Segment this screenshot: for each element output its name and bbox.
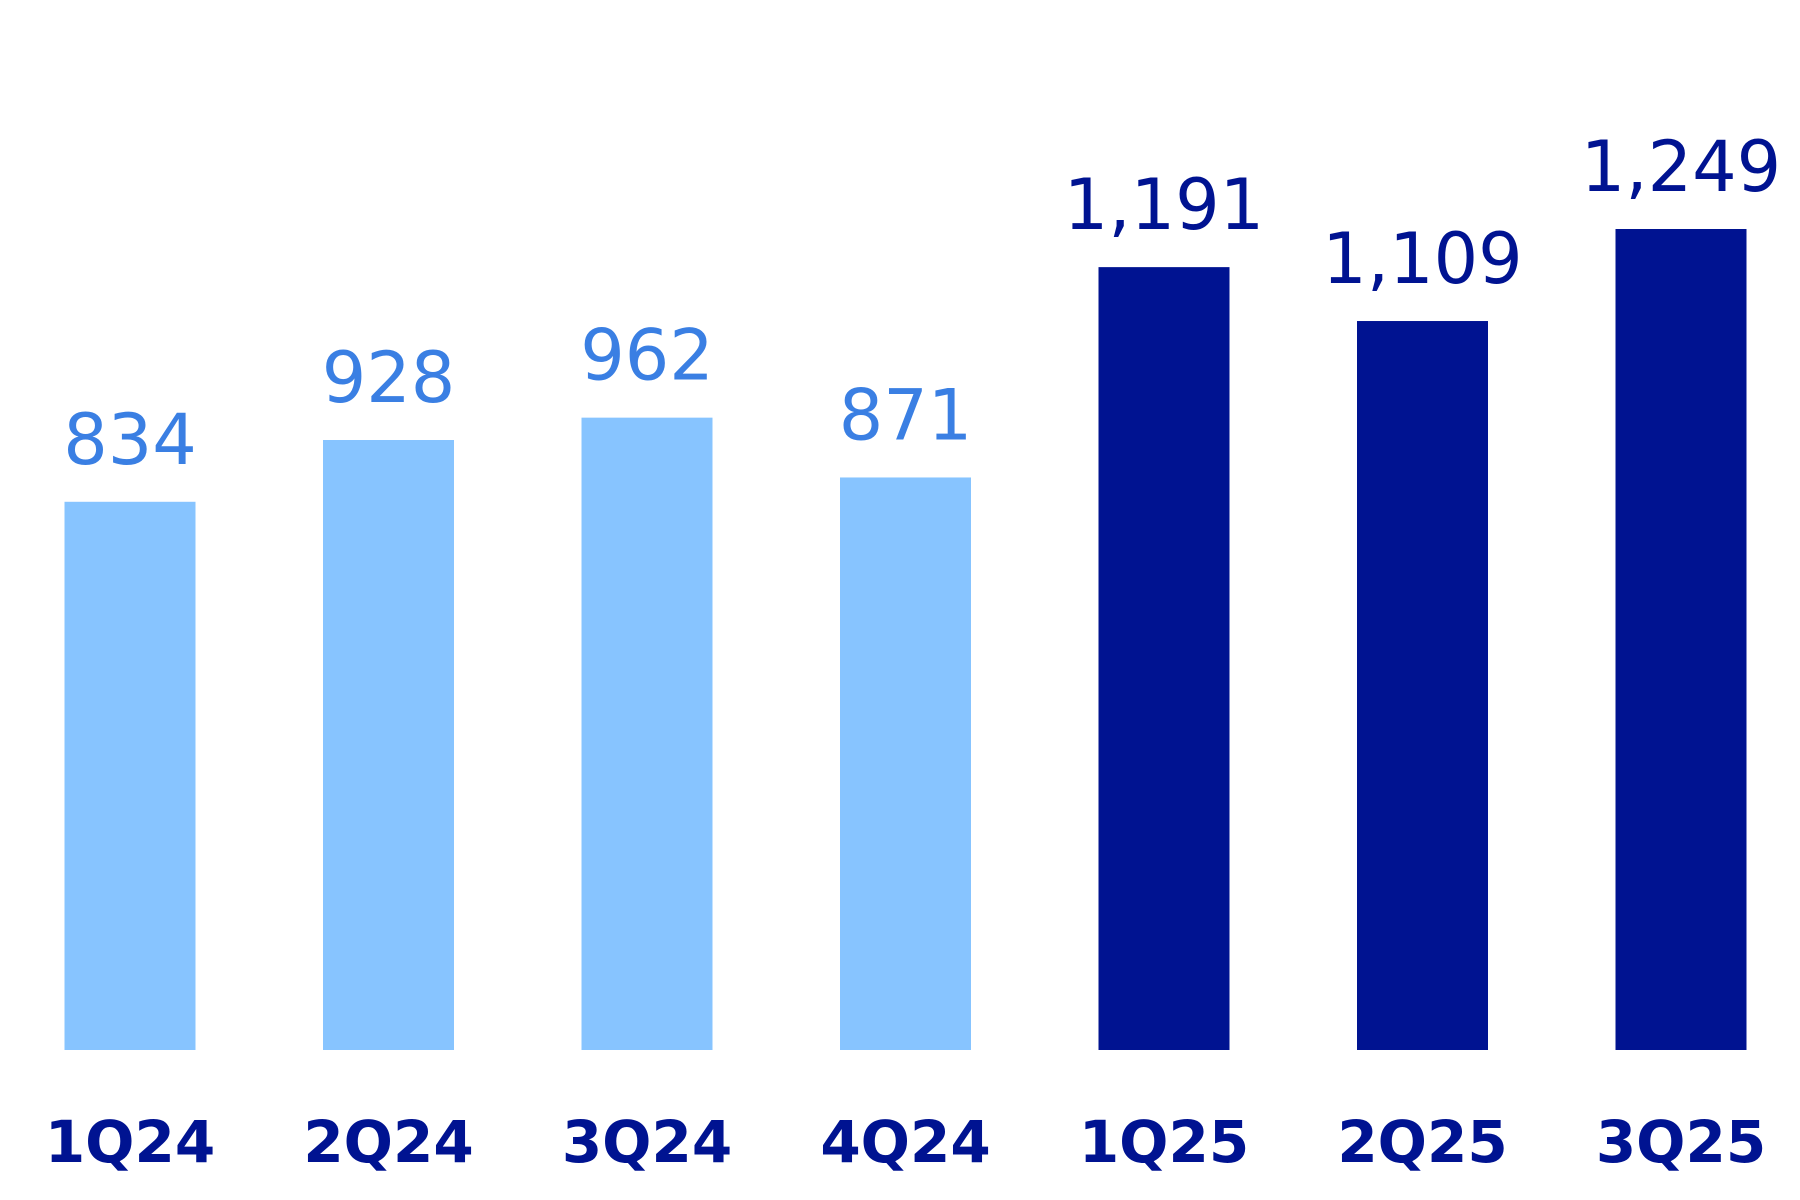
x-tick-label-4q24: 4Q24: [820, 1108, 990, 1176]
value-label-1q25: 1,191: [1064, 164, 1264, 246]
x-axis-tick-labels: 1Q24 2Q24 3Q24 4Q24 1Q25 2Q25 3Q25: [45, 1108, 1766, 1176]
x-tick-label-2q24: 2Q24: [303, 1108, 473, 1176]
value-label-2q25: 1,109: [1322, 218, 1522, 300]
value-label-4q24: 871: [839, 374, 973, 456]
bar-2q25: [1357, 321, 1488, 1050]
x-tick-label-3q25: 3Q25: [1596, 1108, 1766, 1176]
x-tick-label-1q25: 1Q25: [1079, 1108, 1249, 1176]
value-label-3q24: 962: [580, 315, 714, 397]
bar-1q24: [64, 501, 196, 1050]
bars-group: [64, 229, 1747, 1051]
x-tick-label-3q24: 3Q24: [562, 1108, 732, 1176]
value-label-2q24: 928: [322, 337, 456, 419]
bar-4q24: [840, 477, 971, 1050]
bar-1q25: [1098, 267, 1230, 1051]
value-label-1q24: 834: [63, 399, 197, 481]
value-label-3q25: 1,249: [1581, 126, 1781, 208]
bar-3q24: [581, 417, 713, 1050]
bar-2q24: [323, 440, 454, 1050]
x-tick-label-2q25: 2Q25: [1337, 1108, 1507, 1176]
x-tick-label-1q24: 1Q24: [45, 1108, 215, 1176]
bar-3q25: [1615, 229, 1747, 1050]
value-labels-group: 834 928 962 871 1,191 1,109 1,249: [63, 126, 1781, 481]
